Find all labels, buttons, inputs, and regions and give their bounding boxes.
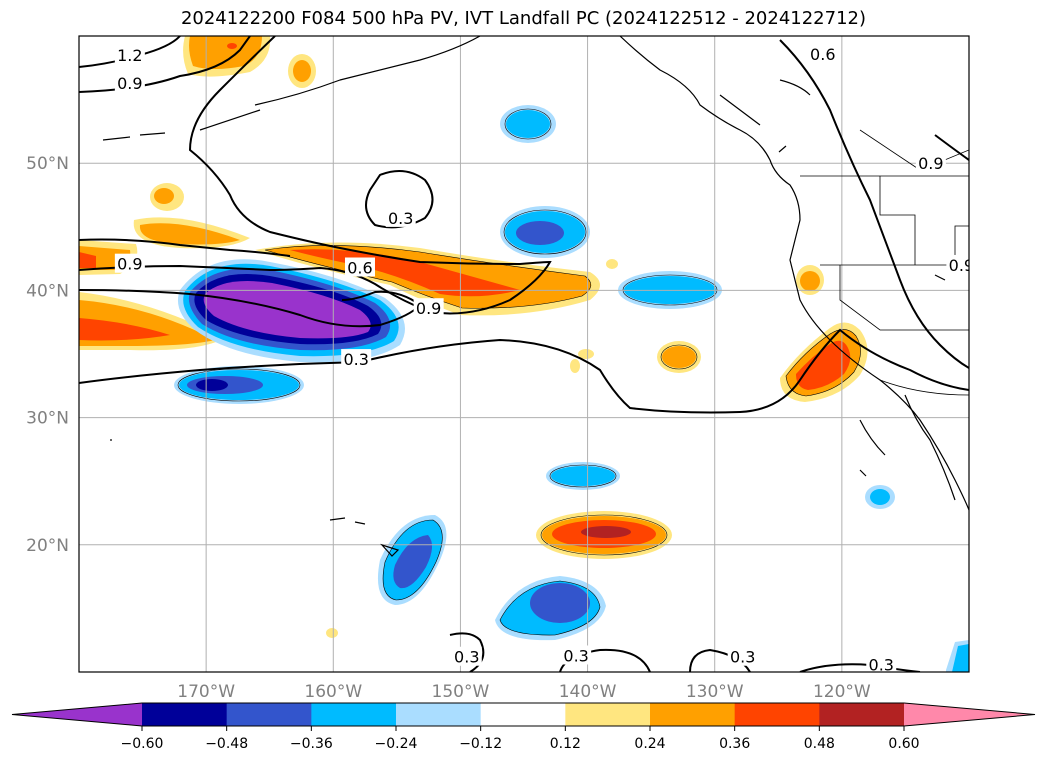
colorbar-tick-label: −0.36 xyxy=(290,736,333,752)
colorbar-segment xyxy=(650,703,736,726)
colorbar-tick-label: 0.36 xyxy=(719,736,750,752)
longitude-tick-labels: 170°W 160°W 150°W 140°W 130°W 120°W xyxy=(177,682,871,702)
map-panel: 1.2 0.9 0.6 0.9 0.3 0.6 0.9 0.9 0.3 0.9 0.3 0.3 0.3 0… xyxy=(79,36,974,674)
colorbar-tick-label: −0.48 xyxy=(205,736,248,752)
contour-label-background xyxy=(807,43,838,63)
colorbar-segment xyxy=(480,703,566,726)
longitude-tick-label: 150°W xyxy=(432,682,490,702)
contour-label-background xyxy=(114,73,145,93)
colorbar-tick-label: 0.60 xyxy=(888,736,919,752)
contour-label: 0.9 xyxy=(416,299,441,318)
colorbar-arrow-max xyxy=(904,703,1035,726)
contour-label: 0.9 xyxy=(918,154,943,173)
shaded-outline-layer xyxy=(177,108,861,636)
colorbar-segment xyxy=(396,703,482,726)
contour-label: 0.6 xyxy=(810,45,835,64)
contour-label-background xyxy=(114,253,145,273)
coastline-layer xyxy=(102,36,969,557)
contour-label-background xyxy=(341,349,372,369)
contour-label-background xyxy=(413,298,444,318)
colorbar-segment xyxy=(819,703,905,726)
contour-label-background xyxy=(946,254,969,274)
contour-label: 0.9 xyxy=(117,74,142,93)
colorbar-arrow-min xyxy=(12,703,142,726)
contour-label: 0.3 xyxy=(730,648,755,667)
latitude-tick-label: 30°N xyxy=(26,409,69,429)
colorbar-segment xyxy=(226,703,312,726)
map-title: 2024122200 F084 500 hPa PV, IVT Landfall… xyxy=(180,8,867,29)
contour-label-background xyxy=(915,153,946,173)
longitude-tick-label: 120°W xyxy=(813,682,871,702)
contour-label: 0.9 xyxy=(949,256,974,275)
map-gridlines xyxy=(79,36,969,672)
colorbar-tick-label: −0.24 xyxy=(375,736,418,752)
colorbar-segment xyxy=(311,703,397,726)
contour-label-background xyxy=(344,257,375,277)
latitude-tick-labels: 50°N 40°N 30°N 20°N xyxy=(26,154,69,556)
map-frame xyxy=(78,35,970,673)
contour-label-background xyxy=(727,646,758,666)
contour-label: 0.6 xyxy=(347,259,372,278)
colorbar-tick-label: −0.60 xyxy=(121,736,164,752)
contour-label: 0.3 xyxy=(563,646,588,665)
colorbar-segment xyxy=(565,703,651,726)
colorbar-tick-label: 0.24 xyxy=(634,736,665,752)
longitude-tick-label: 160°W xyxy=(304,682,362,702)
colorbar-segment xyxy=(142,703,228,726)
contour-label-layer: 1.2 0.9 0.6 0.9 0.3 0.6 0.9 0.9 0.3 0.9 0.3 0.3 0.3 0… xyxy=(114,43,974,674)
latitude-tick-label: 40°N xyxy=(26,281,69,301)
contour-label: 1.2 xyxy=(117,46,142,65)
longitude-tick-label: 140°W xyxy=(559,682,617,702)
contour-label-background xyxy=(451,646,482,666)
contour-label: 0.9 xyxy=(117,255,142,274)
contour-label: 0.3 xyxy=(388,209,413,228)
contour-label: 0.3 xyxy=(454,648,479,667)
contour-label-background xyxy=(114,45,145,65)
colorbar-segment xyxy=(734,703,820,726)
contour-label: 0.3 xyxy=(343,350,368,369)
colorbar: −0.60 −0.48 −0.36 −0.24 −0.12 0.12 0.24 0.36 0.4… xyxy=(11,702,1036,752)
colorbar-tick-label: 0.12 xyxy=(550,736,581,752)
shaded-field-layer xyxy=(79,36,969,672)
longitude-tick-label: 130°W xyxy=(686,682,744,702)
latitude-tick-label: 20°N xyxy=(26,536,69,556)
contour-label-background xyxy=(385,207,416,227)
contour-label-background xyxy=(866,654,897,672)
latitude-tick-label: 50°N xyxy=(26,154,69,174)
colorbar-tick-label: −0.12 xyxy=(459,736,502,752)
contour-label: 0.3 xyxy=(869,655,894,674)
contour-label-background xyxy=(561,645,592,665)
longitude-tick-label: 170°W xyxy=(177,682,235,702)
colorbar-tick-label: 0.48 xyxy=(804,736,835,752)
